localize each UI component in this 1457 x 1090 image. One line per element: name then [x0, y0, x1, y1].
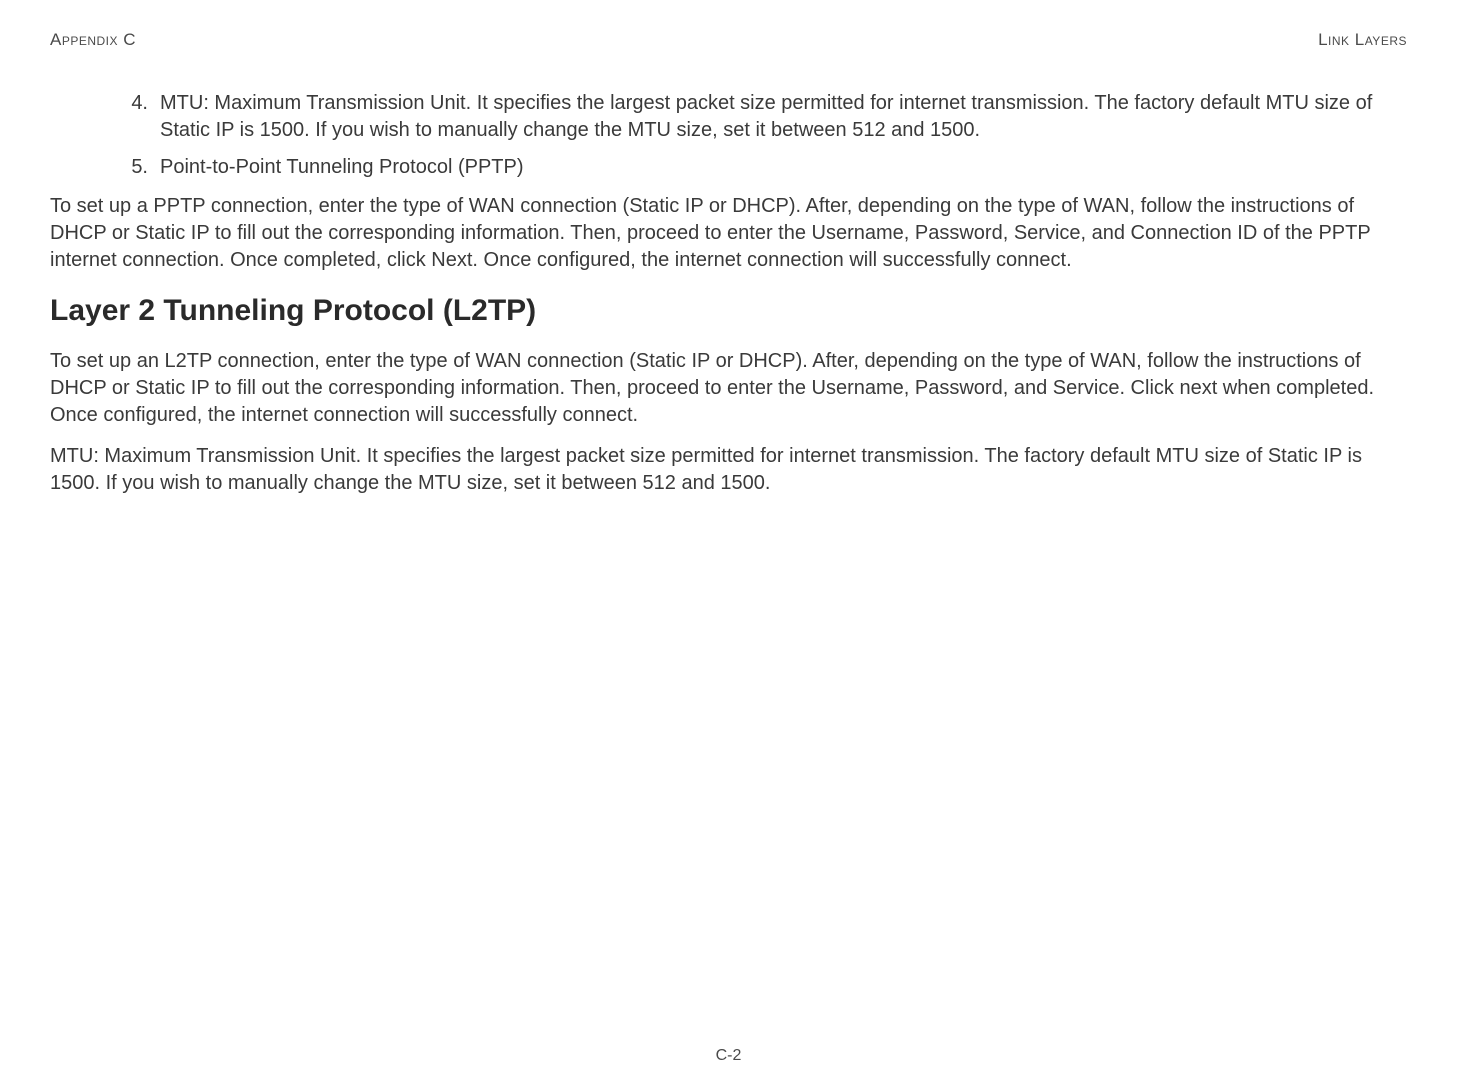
- pptp-paragraph: To set up a PPTP connection, enter the t…: [50, 193, 1407, 274]
- list-item: 4. MTU: Maximum Transmission Unit. It sp…: [120, 90, 1407, 144]
- list-item: 5. Point-to-Point Tunneling Protocol (PP…: [120, 154, 1407, 181]
- header-right: Link Layers: [1318, 30, 1407, 50]
- header-left: Appendix C: [50, 30, 136, 50]
- l2tp-heading: Layer 2 Tunneling Protocol (L2TP): [50, 294, 1407, 328]
- l2tp-intro-paragraph: To set up an L2TP connection, enter the …: [50, 348, 1407, 429]
- list-text: MTU: Maximum Transmission Unit. It speci…: [160, 90, 1407, 144]
- l2tp-mtu-paragraph: MTU: Maximum Transmission Unit. It speci…: [50, 443, 1407, 497]
- list-number: 4.: [120, 90, 148, 144]
- page-number: C-2: [0, 1047, 1457, 1065]
- page-header: Appendix C Link Layers: [50, 30, 1407, 50]
- numbered-list: 4. MTU: Maximum Transmission Unit. It sp…: [120, 90, 1407, 181]
- list-number: 5.: [120, 154, 148, 181]
- list-text: Point-to-Point Tunneling Protocol (PPTP): [160, 154, 524, 181]
